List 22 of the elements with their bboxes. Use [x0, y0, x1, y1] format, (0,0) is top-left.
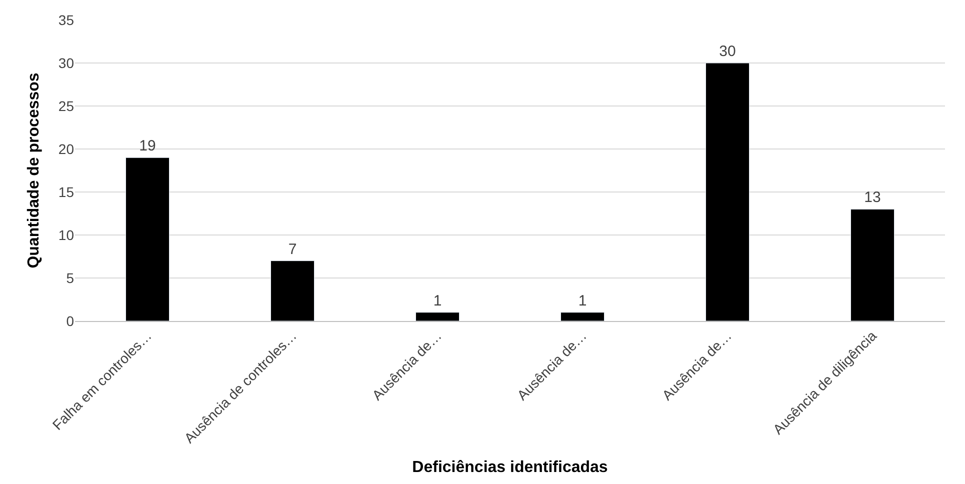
y-tick-label: 5 — [66, 270, 74, 286]
x-axis-title: Deficiências identificadas — [412, 458, 608, 476]
y-tick-label: 35 — [58, 12, 74, 28]
bar — [416, 312, 460, 321]
y-tick-label: 10 — [58, 226, 74, 243]
data-label: 1 — [578, 292, 587, 310]
y-axis-title: Quantidade de processos — [25, 72, 42, 268]
data-label: 1 — [433, 292, 442, 310]
y-tick-label: 0 — [66, 312, 74, 329]
data-label: 7 — [288, 240, 297, 258]
data-label: 30 — [719, 43, 736, 60]
y-tick-label: 25 — [58, 98, 74, 114]
data-label: 13 — [864, 189, 881, 206]
bar — [850, 208, 894, 321]
y-tick-label: 15 — [58, 184, 74, 200]
bar — [560, 312, 604, 321]
bar — [706, 62, 750, 321]
data-label: 19 — [139, 138, 156, 155]
y-tick-label: 20 — [58, 140, 74, 157]
bar — [270, 260, 314, 321]
bar — [126, 157, 170, 321]
y-tick-label: 30 — [58, 54, 74, 71]
